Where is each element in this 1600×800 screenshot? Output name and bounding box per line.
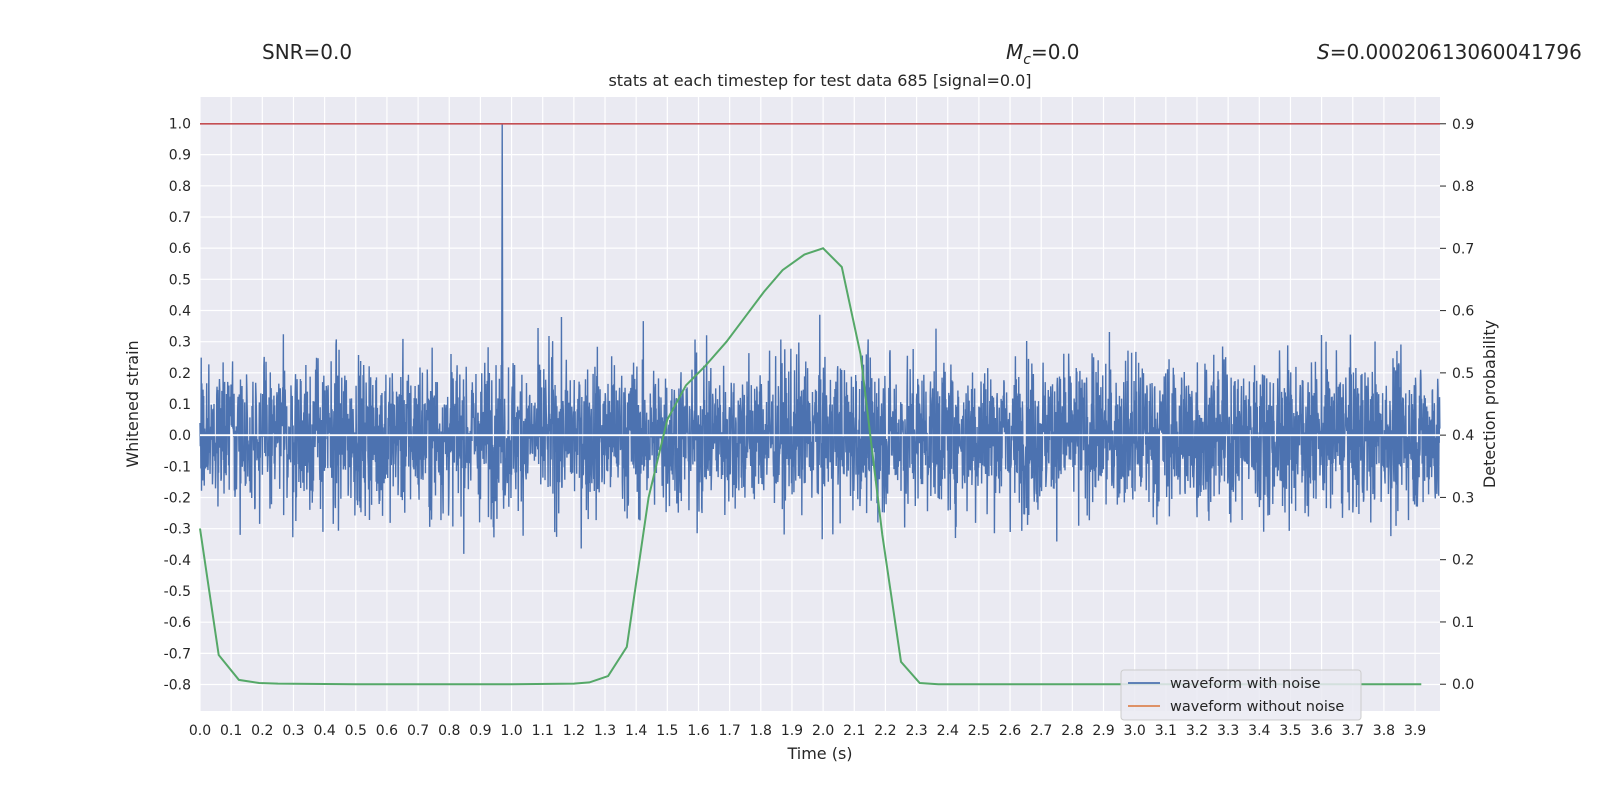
x-tick-label: 3.7 xyxy=(1342,723,1364,739)
x-tick-label: 2.5 xyxy=(968,723,990,739)
x-tick-label: 0.2 xyxy=(251,723,273,739)
y-axis-label: Whitened strain xyxy=(123,340,142,467)
x-tick-label: 0.1 xyxy=(220,723,242,739)
y-tick-label: -0.1 xyxy=(164,459,191,475)
legend-box xyxy=(1120,669,1362,721)
y2-tick-label: 0.5 xyxy=(1452,366,1474,382)
y-tick-label: 0.5 xyxy=(169,272,191,288)
x-tick-label: 3.9 xyxy=(1404,723,1426,739)
y-tick-label: 0.2 xyxy=(169,366,191,382)
x-tick-label: 0.7 xyxy=(407,723,429,739)
x-tick-label: 3.6 xyxy=(1310,723,1332,739)
x-tick-label: 3.1 xyxy=(1155,723,1177,739)
y2-tick-label: 0.1 xyxy=(1452,615,1474,631)
x-tick-label: 3.2 xyxy=(1186,723,1208,739)
x-tick-label: 1.4 xyxy=(625,723,647,739)
x-tick-label: 0.4 xyxy=(313,723,335,739)
y-tick-label: -0.2 xyxy=(164,491,191,507)
x-tick-label: 0.3 xyxy=(282,723,304,739)
s-value: =0.00020613060041796 xyxy=(1329,40,1582,64)
y2-tick-label: 0.6 xyxy=(1452,304,1474,320)
chart-title: stats at each timestep for test data 685… xyxy=(608,71,1032,90)
x-tick-label: 1.2 xyxy=(563,723,585,739)
x-tick-label: 2.7 xyxy=(1030,723,1052,739)
x-tick-label: 1.5 xyxy=(656,723,678,739)
x-tick-label: 2.6 xyxy=(999,723,1021,739)
y2-ticks: 0.9 0.8 0.7 0.6 0.5 0.4 0.3 0.2 0.1 0.0 xyxy=(1440,117,1474,693)
y2-tick-label: 0.8 xyxy=(1452,179,1474,195)
y2-tick-label: 0.9 xyxy=(1452,117,1474,133)
series-detection-probability xyxy=(199,247,1422,686)
x-tick-label: 2.2 xyxy=(874,723,896,739)
x-tick-label: 1.8 xyxy=(750,723,772,739)
mc-subscript: c xyxy=(1023,52,1031,68)
x-tick-label: 2.3 xyxy=(905,723,927,739)
mc-symbol: M xyxy=(1006,40,1024,64)
y-tick-label: -0.3 xyxy=(164,522,191,538)
legend-label-with-noise: waveform with noise xyxy=(1170,676,1321,692)
y2-tick-label: 0.3 xyxy=(1452,490,1474,506)
y-tick-label: 0.8 xyxy=(169,179,191,195)
y-tick-label: -0.5 xyxy=(164,584,191,600)
y2-tick-label: 0.7 xyxy=(1452,241,1474,257)
legend: waveform with noise waveform without noi… xyxy=(1120,669,1362,721)
snr-label: SNR=0.0 xyxy=(262,40,353,64)
y-tick-label: 0.9 xyxy=(169,148,191,164)
x-tick-label: 2.1 xyxy=(843,723,865,739)
y-tick-label: 0.1 xyxy=(169,397,191,413)
x-tick-label: 1.6 xyxy=(687,723,709,739)
chirp-mass-label: Mc=0.0 xyxy=(1006,40,1080,68)
y2-tick-label: 0.4 xyxy=(1452,428,1474,444)
y-tick-label: -0.8 xyxy=(164,678,191,694)
x-ticks: 0.0 0.1 0.2 0.3 0.4 0.5 0.6 0.7 0.8 0.9 1.0 1.1 1.2 1… xyxy=(189,723,1426,739)
x-tick-label: 1.7 xyxy=(719,723,741,739)
x-tick-label: 1.0 xyxy=(500,723,522,739)
x-tick-label: 3.0 xyxy=(1124,723,1146,739)
x-tick-label: 3.8 xyxy=(1373,723,1395,739)
x-tick-label: 0.9 xyxy=(469,723,491,739)
y-tick-label: 0.0 xyxy=(169,428,191,444)
y-tick-label: 1.0 xyxy=(169,116,191,132)
y-ticks: 1.0 0.9 0.8 0.7 0.6 0.5 0.4 0.3 0.2 0.1 0.0 -0.1 -0.… xyxy=(164,116,191,693)
x-tick-label: 2.4 xyxy=(937,723,959,739)
s-statistic-label: S=0.00020613060041796 xyxy=(1317,40,1582,64)
s-symbol: S xyxy=(1317,40,1330,64)
x-tick-label: 0.8 xyxy=(438,723,460,739)
y-tick-label: 0.3 xyxy=(169,335,191,351)
x-tick-label: 3.4 xyxy=(1248,723,1270,739)
mc-value: =0.0 xyxy=(1030,40,1080,64)
y2-tick-label: 0.2 xyxy=(1452,553,1474,569)
x-axis-label: Time (s) xyxy=(786,744,852,763)
x-tick-label: 1.3 xyxy=(594,723,616,739)
x-tick-label: 1.9 xyxy=(781,723,803,739)
y-tick-label: -0.7 xyxy=(164,646,191,662)
y2-axis-label: Detection probability xyxy=(1480,320,1499,488)
legend-label-without-noise: waveform without noise xyxy=(1170,699,1344,715)
x-tick-label: 0.5 xyxy=(345,723,367,739)
y-tick-label: 0.4 xyxy=(169,303,191,319)
x-tick-label: 0.6 xyxy=(376,723,398,739)
x-tick-label: 2.9 xyxy=(1092,723,1114,739)
y-tick-label: -0.6 xyxy=(164,615,191,631)
y2-tick-label: 0.0 xyxy=(1452,677,1474,693)
x-tick-label: 0.0 xyxy=(189,723,211,739)
y-tick-label: 0.7 xyxy=(169,210,191,226)
x-tick-label: 2.8 xyxy=(1061,723,1083,739)
x-tick-label: 3.5 xyxy=(1279,723,1301,739)
x-tick-label: 3.3 xyxy=(1217,723,1239,739)
x-tick-label: 1.1 xyxy=(532,723,554,739)
y-tick-label: -0.4 xyxy=(164,553,191,569)
y-tick-label: 0.6 xyxy=(169,241,191,257)
x-tick-label: 2.0 xyxy=(812,723,834,739)
